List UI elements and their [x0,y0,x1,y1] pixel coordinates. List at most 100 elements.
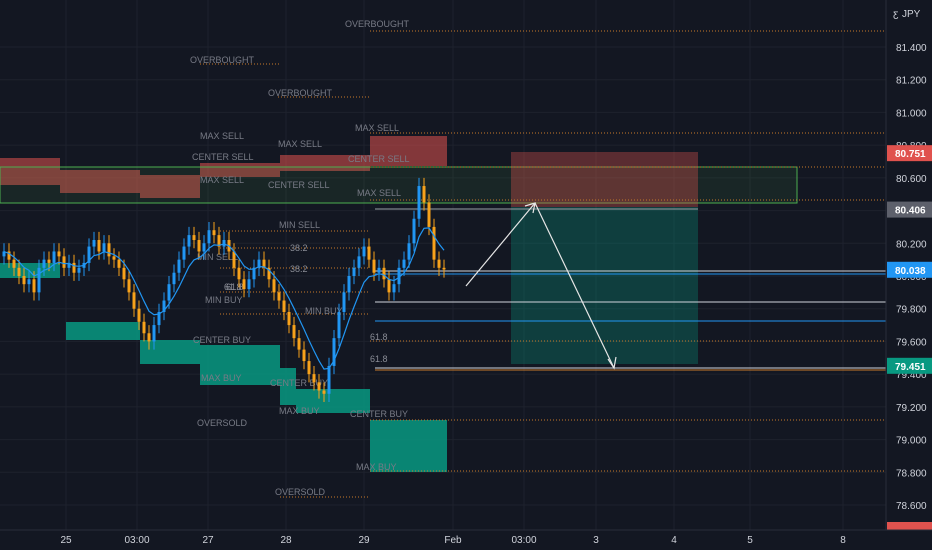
zone-label: OVERSOLD [197,418,248,428]
y-tick-label: 80.600 [896,174,927,185]
zone-label: CENTER SELL [192,152,254,162]
candle-body [362,246,366,257]
candle-body [347,276,351,293]
candle-body [242,279,246,290]
candle-body [142,321,146,334]
zone-label: CENTER SELL [268,180,330,190]
candle-body [327,365,331,394]
y-tick-label: 79.200 [896,403,927,414]
zone-label: OVERBOUGHT [190,55,255,65]
candle-body [442,267,446,270]
candle-body [72,262,76,273]
candle-body [377,267,381,273]
zone-label: CENTER BUY [350,409,408,419]
x-tick-label: 03:00 [511,535,536,546]
candle-body [357,256,361,268]
candle-body [177,259,181,273]
candle-body [322,390,326,394]
price-tag-label: 80.406 [895,206,926,217]
candle-body [257,259,261,268]
fib-label: 61.8 [370,332,388,342]
candle-body [392,284,396,293]
candle-body [22,276,26,285]
zone-label: CENTER BUY [193,335,251,345]
candle-body [102,243,106,252]
fib-label: 61.8 [224,282,242,292]
candle-body [77,267,81,273]
projection-up-arrow [465,202,536,287]
y-tick-label: 81.400 [896,43,927,54]
price-tag-bg [887,261,932,278]
zone-label: OVERBOUGHT [268,88,333,98]
candle-body [367,246,371,260]
fib-labels: 38.261.838.261.861.861.8 [224,243,388,364]
y-tick-label: 78.600 [896,501,927,512]
x-tick-label: 3 [593,535,599,546]
candle-body [337,311,341,339]
candle-body [182,246,186,260]
y-tick-label: 79.000 [896,436,927,447]
time-axis[interactable] [0,530,932,550]
candle-body [12,259,16,268]
candle-body [187,235,191,247]
fib-label: 38.2 [290,243,308,253]
candle-body [207,230,211,244]
zone-label: CENTER SELL [348,154,410,164]
candle-body [192,235,196,241]
price-tag-bg [887,357,932,374]
candle-body [432,226,436,260]
candle-body [52,251,56,263]
candle-body [127,279,131,293]
candle-body [302,349,306,362]
support-band [0,263,447,472]
zone-label: MAX SELL [278,139,322,149]
candle-body [57,251,61,257]
position-target-zone [511,207,698,364]
fib-label: 61.8 [370,354,388,364]
y-tick-label: 78.800 [896,468,927,479]
candle-body [387,279,391,293]
candle-body [122,267,126,280]
projection-down-arrowhead [607,356,617,370]
zone-label: MAX SELL [355,123,399,133]
candle-body [172,272,176,285]
price-tags: 80.751 80.406 80.038 79.451 [887,145,932,530]
candle-body [297,338,301,350]
projection-arrows [465,202,617,370]
zone-label: MAX SELL [200,175,244,185]
zone-label: MIN SELL [279,220,320,230]
x-tick-label: 28 [280,535,292,546]
candle-body [317,382,321,391]
price-tag-bg [887,522,932,530]
currency-label: JPY [902,9,921,20]
zone-box [0,166,798,204]
zone-label: OVERSOLD [275,487,326,497]
x-axis-ticks: 25 03:00 27 28 29 Feb 03:00 3 4 5 8 [60,535,846,546]
candle-body [112,256,116,260]
price-tag-label: 80.751 [895,149,926,160]
fib-label: 38.2 [290,264,308,274]
x-tick-label: 29 [358,535,370,546]
candle-body [312,374,316,383]
x-tick-label: 5 [747,535,753,546]
candle-body [402,259,406,268]
candle-body [272,279,276,293]
candle-body [2,251,6,257]
zone-labels: OVERBOUGHT OVERBOUGHT OVERBOUGHT MAX SELL MA… [190,19,410,497]
candle-body [352,267,356,276]
candle-body [372,259,376,273]
candle-body [92,240,96,247]
zone-label: MIN BUY [205,295,243,305]
candle-body [137,308,141,322]
fib-label: 61.8 [226,282,244,292]
candle-body [212,230,216,236]
candle-body [412,218,416,244]
candle-body [437,259,441,268]
candle-body [262,259,266,268]
candle-body [232,251,236,268]
candle-body [7,251,11,260]
candle-body [197,240,201,252]
candle-body [237,267,241,280]
